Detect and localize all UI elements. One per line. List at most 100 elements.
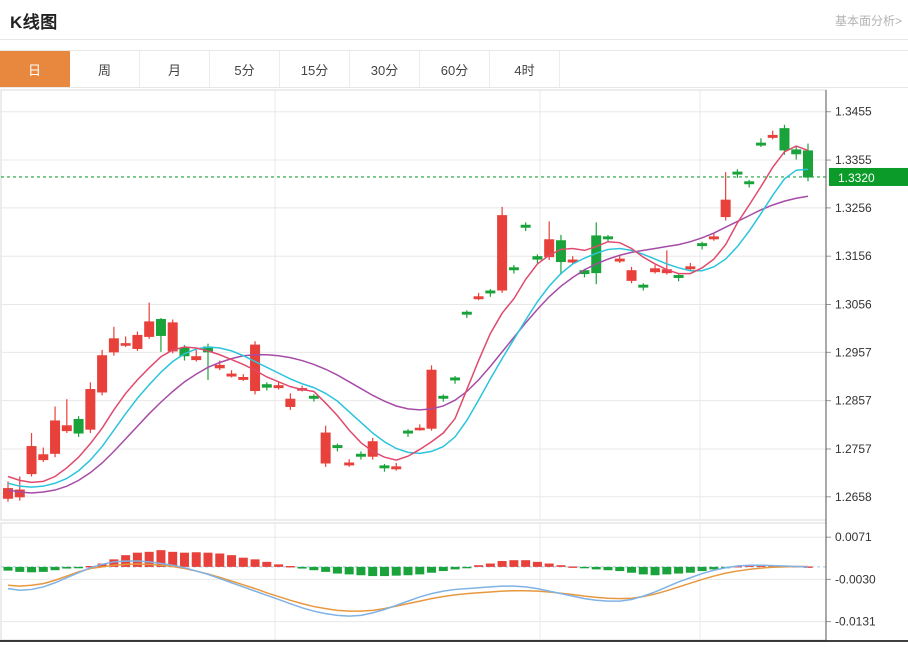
macd-axis-label: -0.0030 [835, 572, 876, 586]
candle-body [132, 334, 143, 349]
macd-histogram-bar [297, 566, 307, 569]
price-axis-label: 1.3355 [835, 153, 872, 167]
candle-body [426, 369, 437, 429]
ma10-line [7, 168, 809, 488]
macd-histogram-bar [250, 559, 260, 567]
macd-histogram-bar [709, 566, 719, 570]
candle-body [638, 284, 649, 288]
macd-histogram-bar [427, 566, 437, 573]
candle-body [261, 384, 272, 388]
tab-5[interactable]: 30分 [350, 51, 420, 87]
macd-histogram-bar [379, 566, 389, 577]
candle-body [673, 275, 684, 278]
candle-body [414, 427, 425, 431]
page-title: K线图 [10, 13, 58, 32]
kline-plot[interactable]: 1.3455 1.3355 1.3256 1.3156 1.3056 1.2957 1.28… [0, 88, 908, 652]
candle-body [461, 311, 472, 315]
macd-histogram-bar [638, 566, 648, 575]
price-axis-label: 1.3256 [835, 201, 872, 215]
macd-histogram-bar [368, 566, 378, 577]
macd-histogram-bar [568, 566, 578, 568]
macd-histogram-bar [674, 566, 684, 574]
macd-histogram-bar [685, 566, 695, 573]
candle-body [144, 321, 155, 337]
candle-body [732, 171, 743, 175]
price-axis-label: 1.2658 [835, 490, 872, 504]
macd-histogram-bar [485, 563, 495, 567]
candle-body [61, 425, 72, 432]
tab-2[interactable]: 月 [140, 51, 210, 87]
current-price-tag-text: 1.3320 [838, 171, 875, 185]
price-axis-label: 1.3455 [835, 105, 872, 119]
macd-histogram-bar [215, 553, 225, 567]
candle-body [108, 338, 119, 353]
candle-body [520, 224, 531, 228]
candle-body [532, 256, 543, 260]
tab-4[interactable]: 15分 [280, 51, 350, 87]
candle-body [697, 243, 708, 247]
candle-body [508, 267, 519, 271]
macd-histogram-bar [156, 550, 166, 567]
candle-body [155, 318, 166, 336]
candle-body [614, 258, 625, 262]
macd-histogram-bar [168, 551, 178, 567]
candle-body [167, 322, 178, 352]
macd-histogram-bar [497, 561, 507, 567]
candle-body [50, 420, 61, 454]
fundamental-analysis-link[interactable]: 基本面分析> [834, 14, 902, 28]
macd-histogram-bar [450, 566, 460, 570]
timeframe-tabbar: 日周月 5分 15分 30分 60分 4时 [0, 50, 908, 88]
candle-body [497, 215, 508, 291]
candle-body [650, 268, 661, 273]
candle-body [603, 236, 613, 240]
macd-histogram-bar [285, 566, 295, 568]
candle-body [485, 290, 496, 294]
macd-histogram-bar [179, 552, 189, 567]
macd-histogram-bar [74, 566, 84, 569]
diff-line [7, 560, 809, 617]
macd-histogram-bar [262, 561, 272, 567]
candle-body [26, 446, 37, 475]
macd-histogram-bar [356, 566, 366, 576]
candle-body [320, 432, 331, 464]
macd-histogram-bar [227, 555, 237, 567]
candle-body [214, 364, 225, 369]
macd-histogram-bar [38, 566, 48, 572]
candle-body [238, 376, 249, 380]
macd-histogram-bar [603, 566, 613, 571]
tab-6[interactable]: 60分 [420, 51, 490, 87]
macd-histogram-bar [3, 566, 13, 571]
tab-0[interactable]: 日 [0, 51, 70, 87]
candle-body [708, 236, 719, 240]
macd-histogram-bar [415, 566, 425, 575]
tab-3[interactable]: 5分 [210, 51, 280, 87]
price-axis-label: 1.3056 [835, 298, 872, 312]
price-axis-label: 1.2757 [835, 442, 872, 456]
macd-histogram-bar [521, 560, 531, 567]
tab-1[interactable]: 周 [70, 51, 140, 87]
macd-histogram-bar [132, 552, 142, 567]
macd-histogram-bar [62, 566, 72, 569]
candle-body [38, 454, 49, 461]
candle-body [450, 377, 461, 381]
macd-histogram-bar [85, 566, 95, 568]
candle-body [250, 344, 261, 392]
candle-body [14, 489, 25, 498]
macd-histogram-bar [191, 552, 201, 567]
tab-7[interactable]: 4时 [490, 51, 560, 87]
candle-body [403, 430, 413, 434]
macd-histogram-bar [579, 566, 589, 569]
macd-histogram-bar [544, 563, 554, 567]
macd-histogram-bar [238, 557, 248, 567]
page-header: K线图 基本面分析> [0, 0, 908, 40]
macd-histogram-bar [321, 566, 331, 572]
dea-line [7, 563, 808, 612]
macd-histogram-bar [744, 565, 754, 567]
candle-body [226, 373, 237, 377]
ma5-line [7, 145, 809, 484]
candle-body [191, 356, 202, 361]
candle-body [97, 355, 108, 393]
candle-body [3, 488, 13, 499]
macd-histogram-bar [309, 566, 319, 571]
macd-histogram-bar [27, 566, 37, 573]
